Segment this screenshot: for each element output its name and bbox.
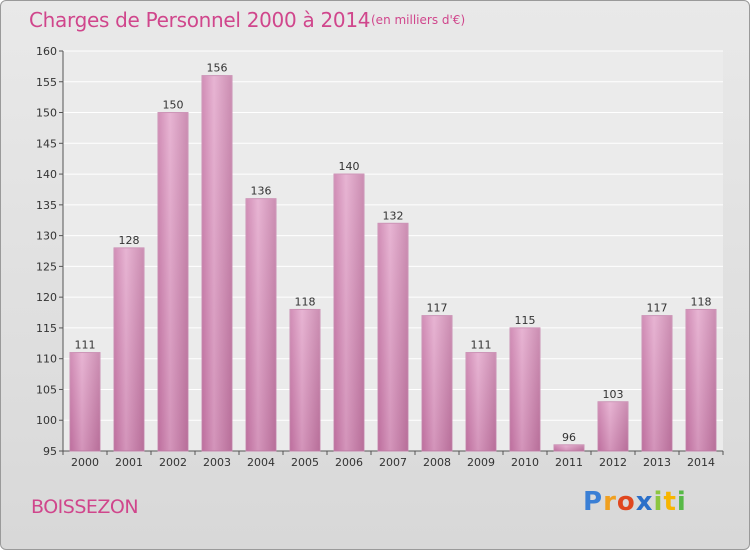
bar-shade — [642, 315, 672, 451]
data-label: 150 — [163, 99, 184, 112]
chart-subtitle: (en milliers d'€) — [371, 13, 466, 27]
x-tick-label: 2010 — [511, 456, 539, 469]
x-tick-label: 2000 — [71, 456, 99, 469]
bar-shade — [158, 112, 188, 452]
bar-shade — [554, 444, 584, 451]
x-tick-label: 2013 — [643, 456, 671, 469]
y-tick-label: 155 — [36, 76, 57, 89]
y-tick-label: 115 — [36, 322, 57, 335]
bar-shade — [686, 309, 716, 451]
data-label: 117 — [647, 302, 668, 315]
data-label: 96 — [562, 431, 576, 444]
bar-shade — [466, 352, 496, 451]
x-tick-label: 2004 — [247, 456, 275, 469]
data-label: 140 — [339, 160, 360, 173]
x-tick-label: 2006 — [335, 456, 363, 469]
x-tick-label: 2007 — [379, 456, 407, 469]
logo-letter: P — [583, 487, 604, 517]
bar-shade — [510, 327, 540, 451]
logo-letter: i — [676, 487, 687, 517]
bar-shade — [378, 223, 408, 451]
data-label: 103 — [603, 388, 624, 401]
x-tick-label: 2003 — [203, 456, 231, 469]
x-tick-label: 2009 — [467, 456, 495, 469]
x-tick-label: 2001 — [115, 456, 143, 469]
data-label: 132 — [383, 209, 404, 222]
data-label: 118 — [295, 295, 316, 308]
place-name: BOISSEZON — [31, 496, 139, 518]
y-tick-label: 160 — [36, 45, 57, 58]
data-label: 111 — [75, 339, 96, 352]
y-tick-label: 130 — [36, 230, 57, 243]
x-tick-label: 2002 — [159, 456, 187, 469]
y-tick-label: 145 — [36, 137, 57, 150]
y-tick-label: 140 — [36, 168, 57, 181]
y-tick-label: 95 — [43, 445, 57, 458]
y-tick-label: 125 — [36, 260, 57, 273]
bar-shade — [246, 198, 276, 451]
logo-letter: o — [616, 487, 636, 517]
proxiti-logo: Proxiti — [583, 487, 687, 517]
y-tick-label: 135 — [36, 199, 57, 212]
y-tick-label: 120 — [36, 291, 57, 304]
data-label: 128 — [119, 234, 140, 247]
y-tick-label: 105 — [36, 383, 57, 396]
data-label: 117 — [427, 302, 448, 315]
x-tick-label: 2012 — [599, 456, 627, 469]
bar-shade — [598, 401, 628, 451]
bar-shade — [202, 75, 232, 451]
x-tick-label: 2011 — [555, 456, 583, 469]
chart-title: Charges de Personnel 2000 à 2014 — [29, 8, 371, 32]
y-tick-label: 100 — [36, 414, 57, 427]
bar-shade — [422, 315, 452, 451]
logo-letter: x — [635, 487, 654, 517]
data-label: 111 — [471, 339, 492, 352]
y-tick-label: 110 — [36, 353, 57, 366]
data-label: 115 — [515, 314, 536, 327]
logo-letter: i — [653, 487, 664, 517]
bar-shade — [70, 352, 100, 451]
y-tick-label: 150 — [36, 107, 57, 120]
x-tick-label: 2008 — [423, 456, 451, 469]
data-label: 136 — [251, 185, 272, 198]
logo-letter: r — [603, 487, 617, 517]
logo-letter: t — [663, 487, 677, 517]
bar-shade — [290, 309, 320, 451]
data-label: 156 — [207, 62, 228, 75]
bar-shade — [334, 174, 364, 452]
x-tick-label: 2005 — [291, 456, 319, 469]
x-tick-label: 2014 — [687, 456, 715, 469]
bar-shade — [114, 247, 144, 451]
data-label: 118 — [691, 295, 712, 308]
